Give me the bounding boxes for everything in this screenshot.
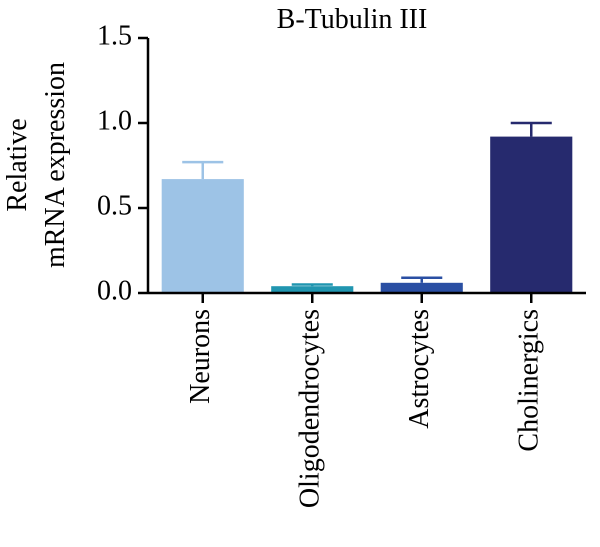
y-axis-label: Relative mRNA expression [2, 62, 71, 268]
chart-title: B-Tubulin III [277, 4, 428, 35]
error-bars [182, 121, 552, 287]
y-axis-label-line-1: Relative [2, 118, 33, 211]
x-tick-label: Neurons [185, 309, 216, 404]
bar-cholinergics [490, 136, 573, 293]
bar-astrocytes [380, 282, 463, 293]
error-bar-oligodendrocytes [291, 283, 333, 287]
y-tick-label: 1.0 [97, 105, 132, 136]
x-tick-label: Astrocytes [404, 309, 435, 429]
x-axis: Neurons Oligodendrocytes Astrocytes Choline… [148, 291, 586, 508]
bar-oligodendrocytes [271, 286, 354, 293]
y-tick-label: 1.5 [97, 20, 132, 51]
y-tick-label: 0.5 [97, 190, 132, 221]
y-tick-label: 0.0 [97, 275, 132, 306]
bars [161, 136, 573, 293]
error-bar-astrocytes [401, 276, 443, 283]
error-bar-neurons [182, 160, 224, 180]
x-tick-label: Oligodendrocytes [295, 309, 326, 508]
bar-neurons [161, 179, 244, 293]
y-axis-label-line-2: mRNA expression [40, 62, 71, 268]
x-tick-label: Cholinergics [514, 309, 545, 452]
y-axis: 0.0 0.5 1.0 1.5 [97, 20, 150, 306]
error-bar-cholinergics [510, 121, 552, 137]
